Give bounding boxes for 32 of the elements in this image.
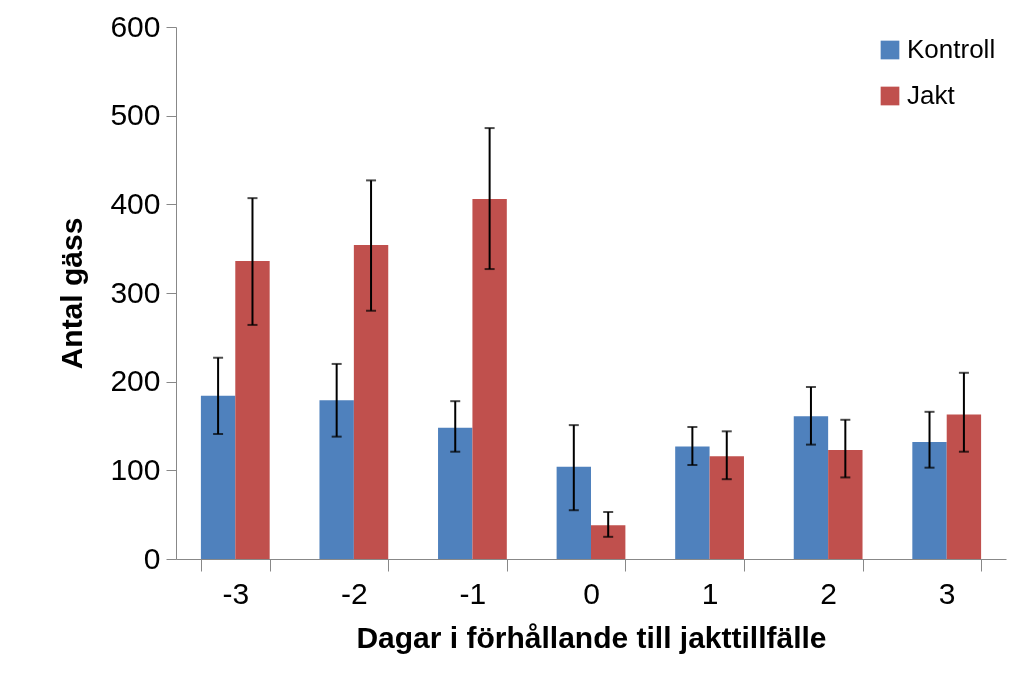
bar [709,456,744,559]
y-tick-label: 200 [110,364,161,398]
y-tick-label: 100 [110,452,161,486]
y-tick-label: 0 [143,541,161,575]
bar [472,199,507,559]
bar [675,446,710,559]
bar [591,525,626,559]
x-axis-title: Dagar i förhållande till jakttillfälle [356,620,827,654]
bar [793,416,829,559]
x-tick-label: 2 [820,576,837,610]
x-tick-label: -1 [459,576,487,610]
bar [438,427,473,559]
bar [235,261,270,559]
bar [912,441,947,559]
legend-label: Jakt [907,80,956,110]
y-tick-label: 600 [110,9,161,43]
x-tick-label: 1 [701,576,719,610]
bar [556,466,591,559]
x-tick-label: -3 [222,576,250,610]
bar [319,400,354,559]
y-tick-label: 500 [110,98,161,132]
y-tick-label: 300 [110,275,161,309]
x-tick-label: 3 [938,576,956,610]
x-tick-label: -2 [341,576,368,610]
bar [353,245,389,559]
bar [828,449,863,559]
bar [200,395,236,559]
y-axis-title: Antal gäss [55,217,89,370]
y-tick-label: 400 [110,186,161,220]
x-tick-label: 0 [583,576,600,610]
legend-label: Kontroll [907,34,996,64]
bar [946,414,982,559]
